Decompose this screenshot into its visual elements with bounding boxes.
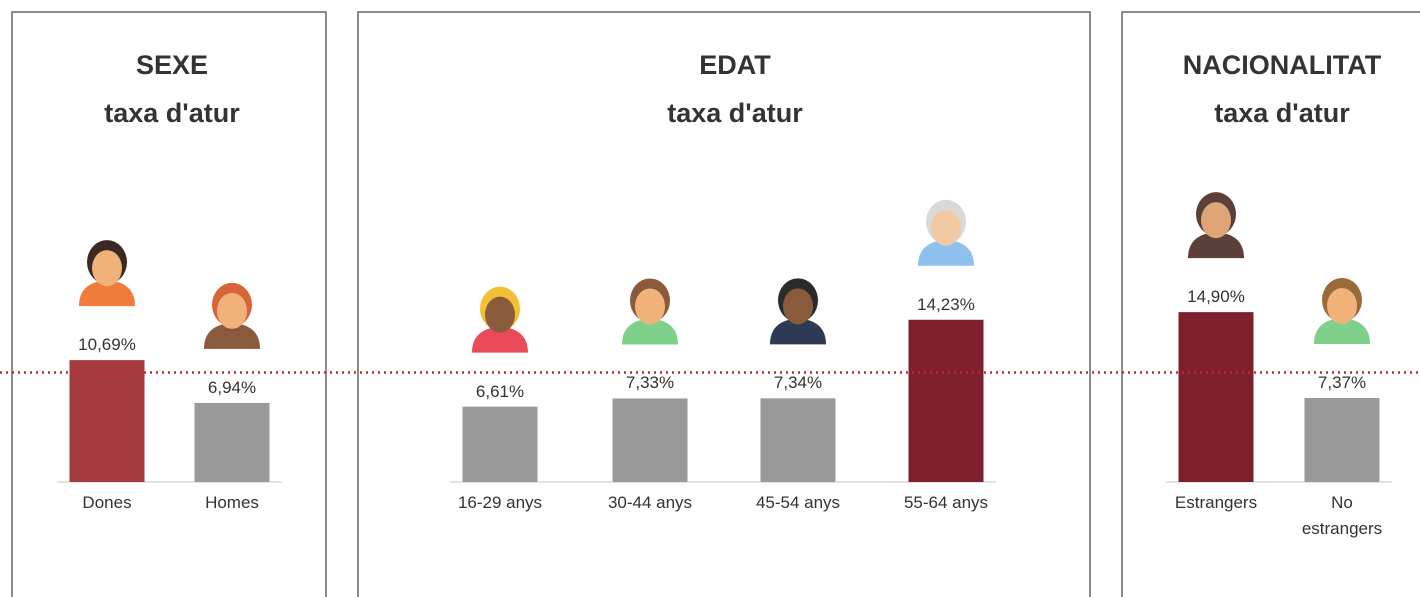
person-icon: [1188, 192, 1244, 258]
person-icon: [770, 278, 826, 344]
bar: [463, 407, 538, 482]
category-label: No estrangers: [1294, 490, 1390, 542]
person-icon: [1314, 278, 1370, 344]
bar: [761, 398, 836, 482]
panel-subtitle: taxa d'atur: [1214, 98, 1349, 129]
icon-face: [217, 293, 247, 329]
panel-subtitle: taxa d'atur: [667, 98, 802, 129]
bar: [1179, 312, 1254, 482]
category-label: Dones: [59, 490, 155, 516]
value-label: 14,23%: [896, 295, 996, 315]
value-label: 14,90%: [1166, 287, 1266, 307]
person-icon: [79, 240, 135, 306]
icon-face: [92, 250, 122, 286]
value-label: 6,61%: [450, 382, 550, 402]
value-label: 7,37%: [1292, 373, 1392, 393]
category-label: 45-54 anys: [750, 490, 846, 516]
panel-subtitle: taxa d'atur: [104, 98, 239, 129]
icon-face: [1201, 202, 1231, 238]
bar: [909, 320, 984, 482]
category-label: Estrangers: [1168, 490, 1264, 516]
icon-face: [485, 297, 515, 333]
panel-title: SEXE: [136, 50, 208, 81]
bar: [70, 360, 145, 482]
value-label: 7,34%: [748, 373, 848, 393]
icon-face: [931, 210, 961, 246]
bar: [613, 398, 688, 482]
bar: [195, 403, 270, 482]
person-icon: [622, 278, 678, 344]
person-icon: [204, 283, 260, 349]
icon-face: [783, 288, 813, 324]
value-label: 7,33%: [600, 373, 700, 393]
icon-face: [635, 288, 665, 324]
panel-title: NACIONALITAT: [1183, 50, 1381, 81]
category-label: 16-29 anys: [452, 490, 548, 516]
panel-title: EDAT: [699, 50, 771, 81]
category-label: Homes: [184, 490, 280, 516]
person-icon: [472, 287, 528, 353]
value-label: 10,69%: [57, 335, 157, 355]
value-label: 6,94%: [182, 378, 282, 398]
infographic: SEXE taxa d'atur 10,69% Dones 6,94% Homes EDAT…: [0, 0, 1420, 597]
person-icon: [918, 200, 974, 266]
bar: [1305, 398, 1380, 482]
icon-face: [1327, 288, 1357, 324]
category-label: 30-44 anys: [602, 490, 698, 516]
category-label: 55-64 anys: [898, 490, 994, 516]
